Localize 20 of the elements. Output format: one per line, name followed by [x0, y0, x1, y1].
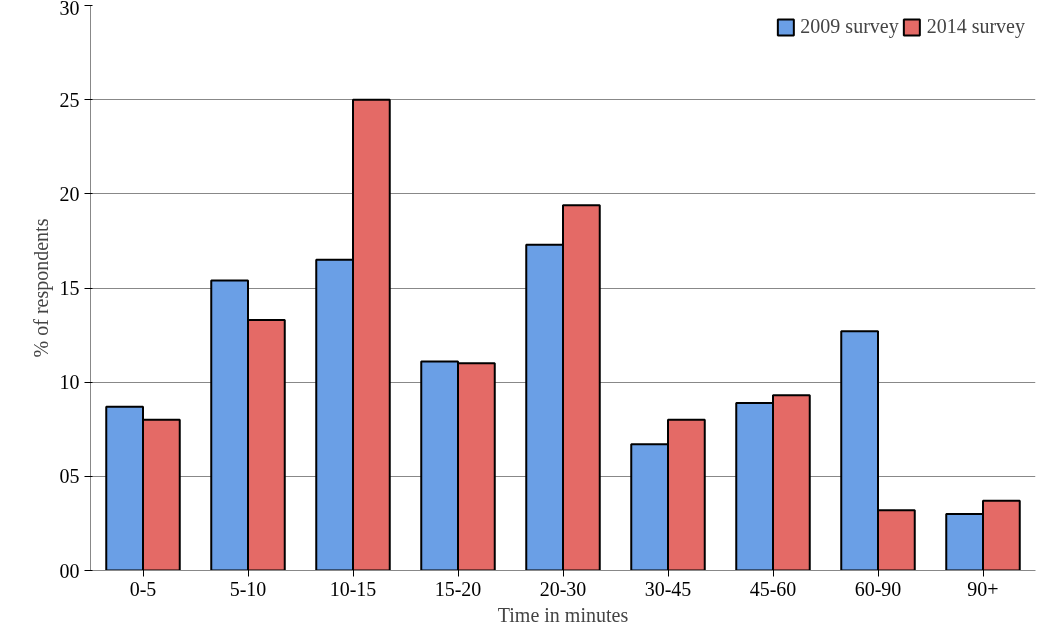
- x-axis-title: Time in minutes: [497, 603, 629, 626]
- x-tick-label: 15-20: [434, 577, 482, 600]
- y-tick-label: 25: [59, 88, 80, 111]
- legend-label: 2009 survey: [800, 15, 899, 38]
- x-tick-label: 0-5: [129, 577, 157, 600]
- y-axis-title: % of respondents: [29, 218, 53, 358]
- x-tick-label: 90+: [967, 577, 999, 600]
- x-tick-label: 45-60: [749, 577, 797, 600]
- legend-label: 2014 survey: [926, 15, 1025, 38]
- y-tick-label: 20: [59, 182, 80, 205]
- x-tick-label: 10-15: [329, 577, 377, 600]
- y-tick-label: 00: [59, 559, 80, 582]
- x-tick-label: 60-90: [854, 577, 902, 600]
- x-tick-label: 30-45: [644, 577, 692, 600]
- y-tick-label: 15: [59, 277, 80, 299]
- x-tick-label: 5-10: [229, 577, 267, 600]
- y-tick-label: 05: [59, 465, 80, 488]
- x-tick-label: 20-30: [539, 577, 587, 600]
- y-tick-label: 10: [59, 371, 80, 394]
- y-tick-label: 30: [59, 0, 80, 19]
